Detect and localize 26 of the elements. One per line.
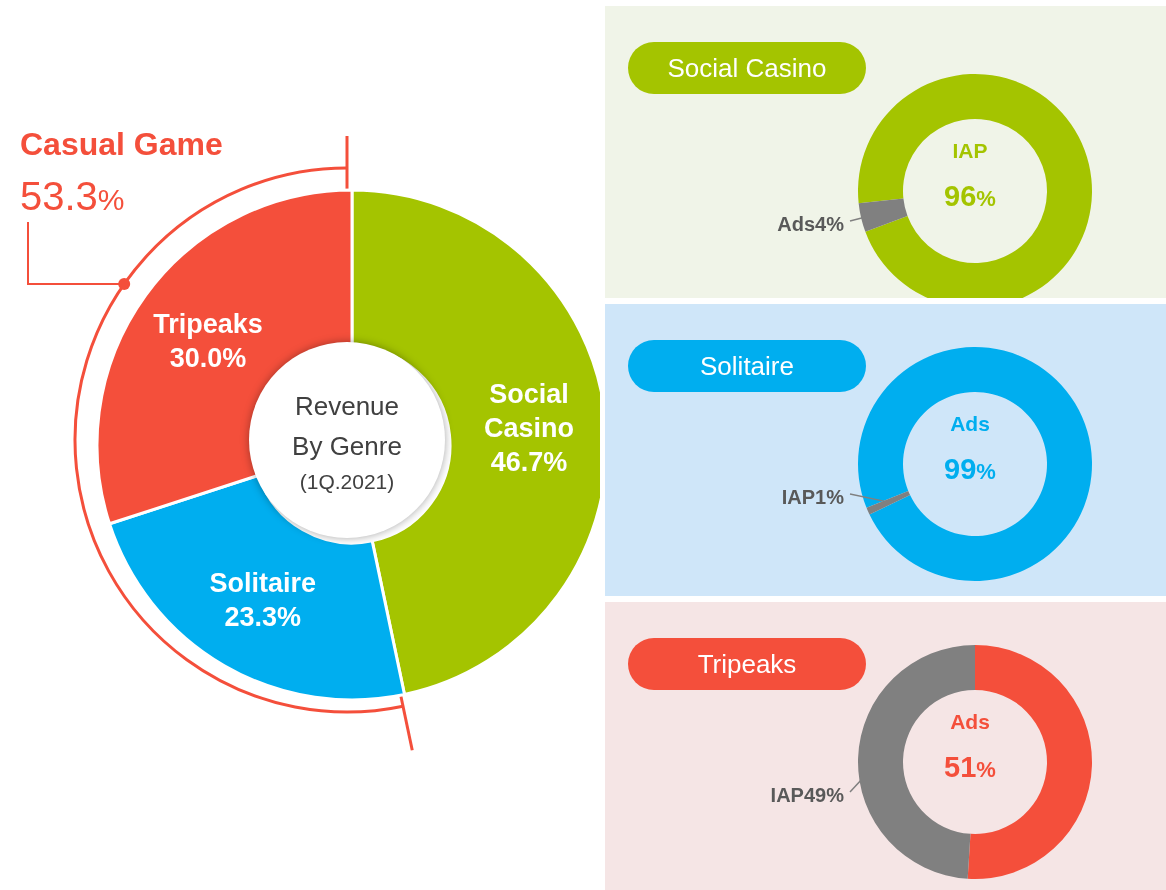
data-label: 96%: [944, 180, 996, 212]
text: 53.3%: [20, 174, 125, 218]
slice-label: Social Casino: [484, 378, 575, 443]
text: Casual Game: [20, 126, 223, 162]
data-label: 46.7%: [490, 446, 568, 477]
text: (1Q.2021): [299, 470, 395, 494]
slice-label: Ads: [777, 213, 816, 235]
chart-title: Social Casino: [628, 42, 866, 94]
data-label: 23.3%: [224, 602, 302, 633]
data-label: 30.0%: [169, 343, 247, 374]
slice-label: IAP: [952, 139, 988, 162]
data-label: 1%: [815, 486, 845, 508]
slice-label: IAP: [781, 486, 816, 508]
slice-label: Ads: [950, 710, 990, 733]
data-label: 49%: [803, 784, 845, 806]
data-label: 4%: [815, 213, 845, 235]
slice-label: IAP: [770, 784, 804, 806]
data-label: 99%: [944, 453, 996, 485]
chart-title: Tripeaks: [628, 638, 866, 690]
chart-title: Solitaire: [628, 340, 866, 392]
donut-slice: [858, 347, 1092, 581]
slice-label: Tripeaks: [153, 309, 263, 340]
slice-label: Ads: [950, 412, 990, 435]
data-label: 51%: [944, 751, 996, 783]
text: Revenue By Genre: [291, 390, 403, 463]
slice-label: Solitaire: [209, 568, 317, 599]
